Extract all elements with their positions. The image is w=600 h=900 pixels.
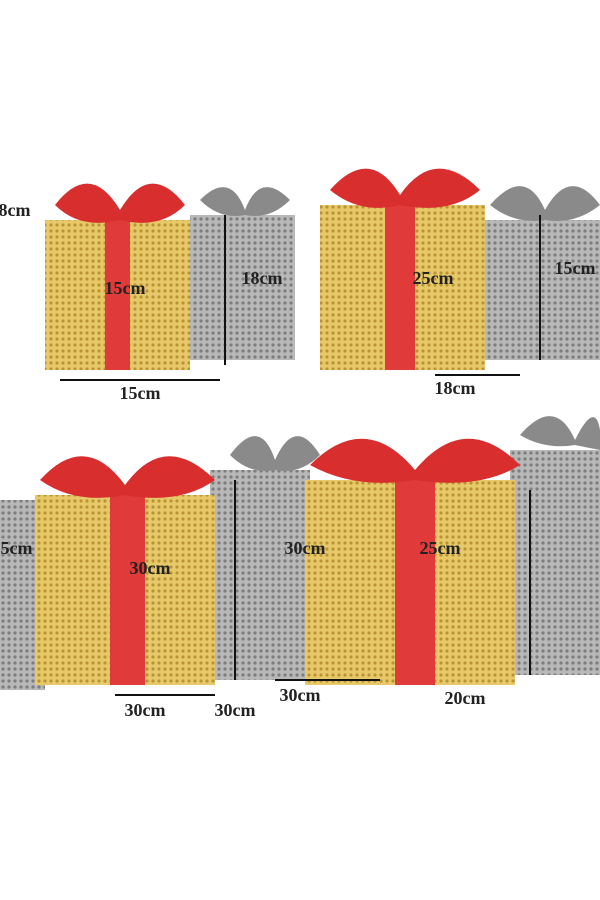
dimension-lines xyxy=(60,215,541,696)
dimension-label: 18cm xyxy=(242,268,283,288)
dimension-label: 30cm xyxy=(280,685,321,705)
dimension-label: 15cm xyxy=(555,258,596,278)
dimension-label: 20cm xyxy=(445,688,486,708)
dimension-label: 30cm xyxy=(215,700,256,720)
dimension-label: 15cm xyxy=(120,383,161,403)
gift-boxes xyxy=(0,168,600,690)
dimension-label: 25cm xyxy=(0,538,32,558)
dimension-label: 15cm xyxy=(105,278,146,298)
dimension-label: 30cm xyxy=(285,538,326,558)
dimension-label: 25cm xyxy=(413,268,454,288)
dimension-label: 18cm xyxy=(0,200,30,220)
dimension-label: 30cm xyxy=(130,558,171,578)
dimension-label: 18cm xyxy=(435,378,476,398)
dimension-label: 25cm xyxy=(420,538,461,558)
dimension-label: 30cm xyxy=(125,700,166,720)
